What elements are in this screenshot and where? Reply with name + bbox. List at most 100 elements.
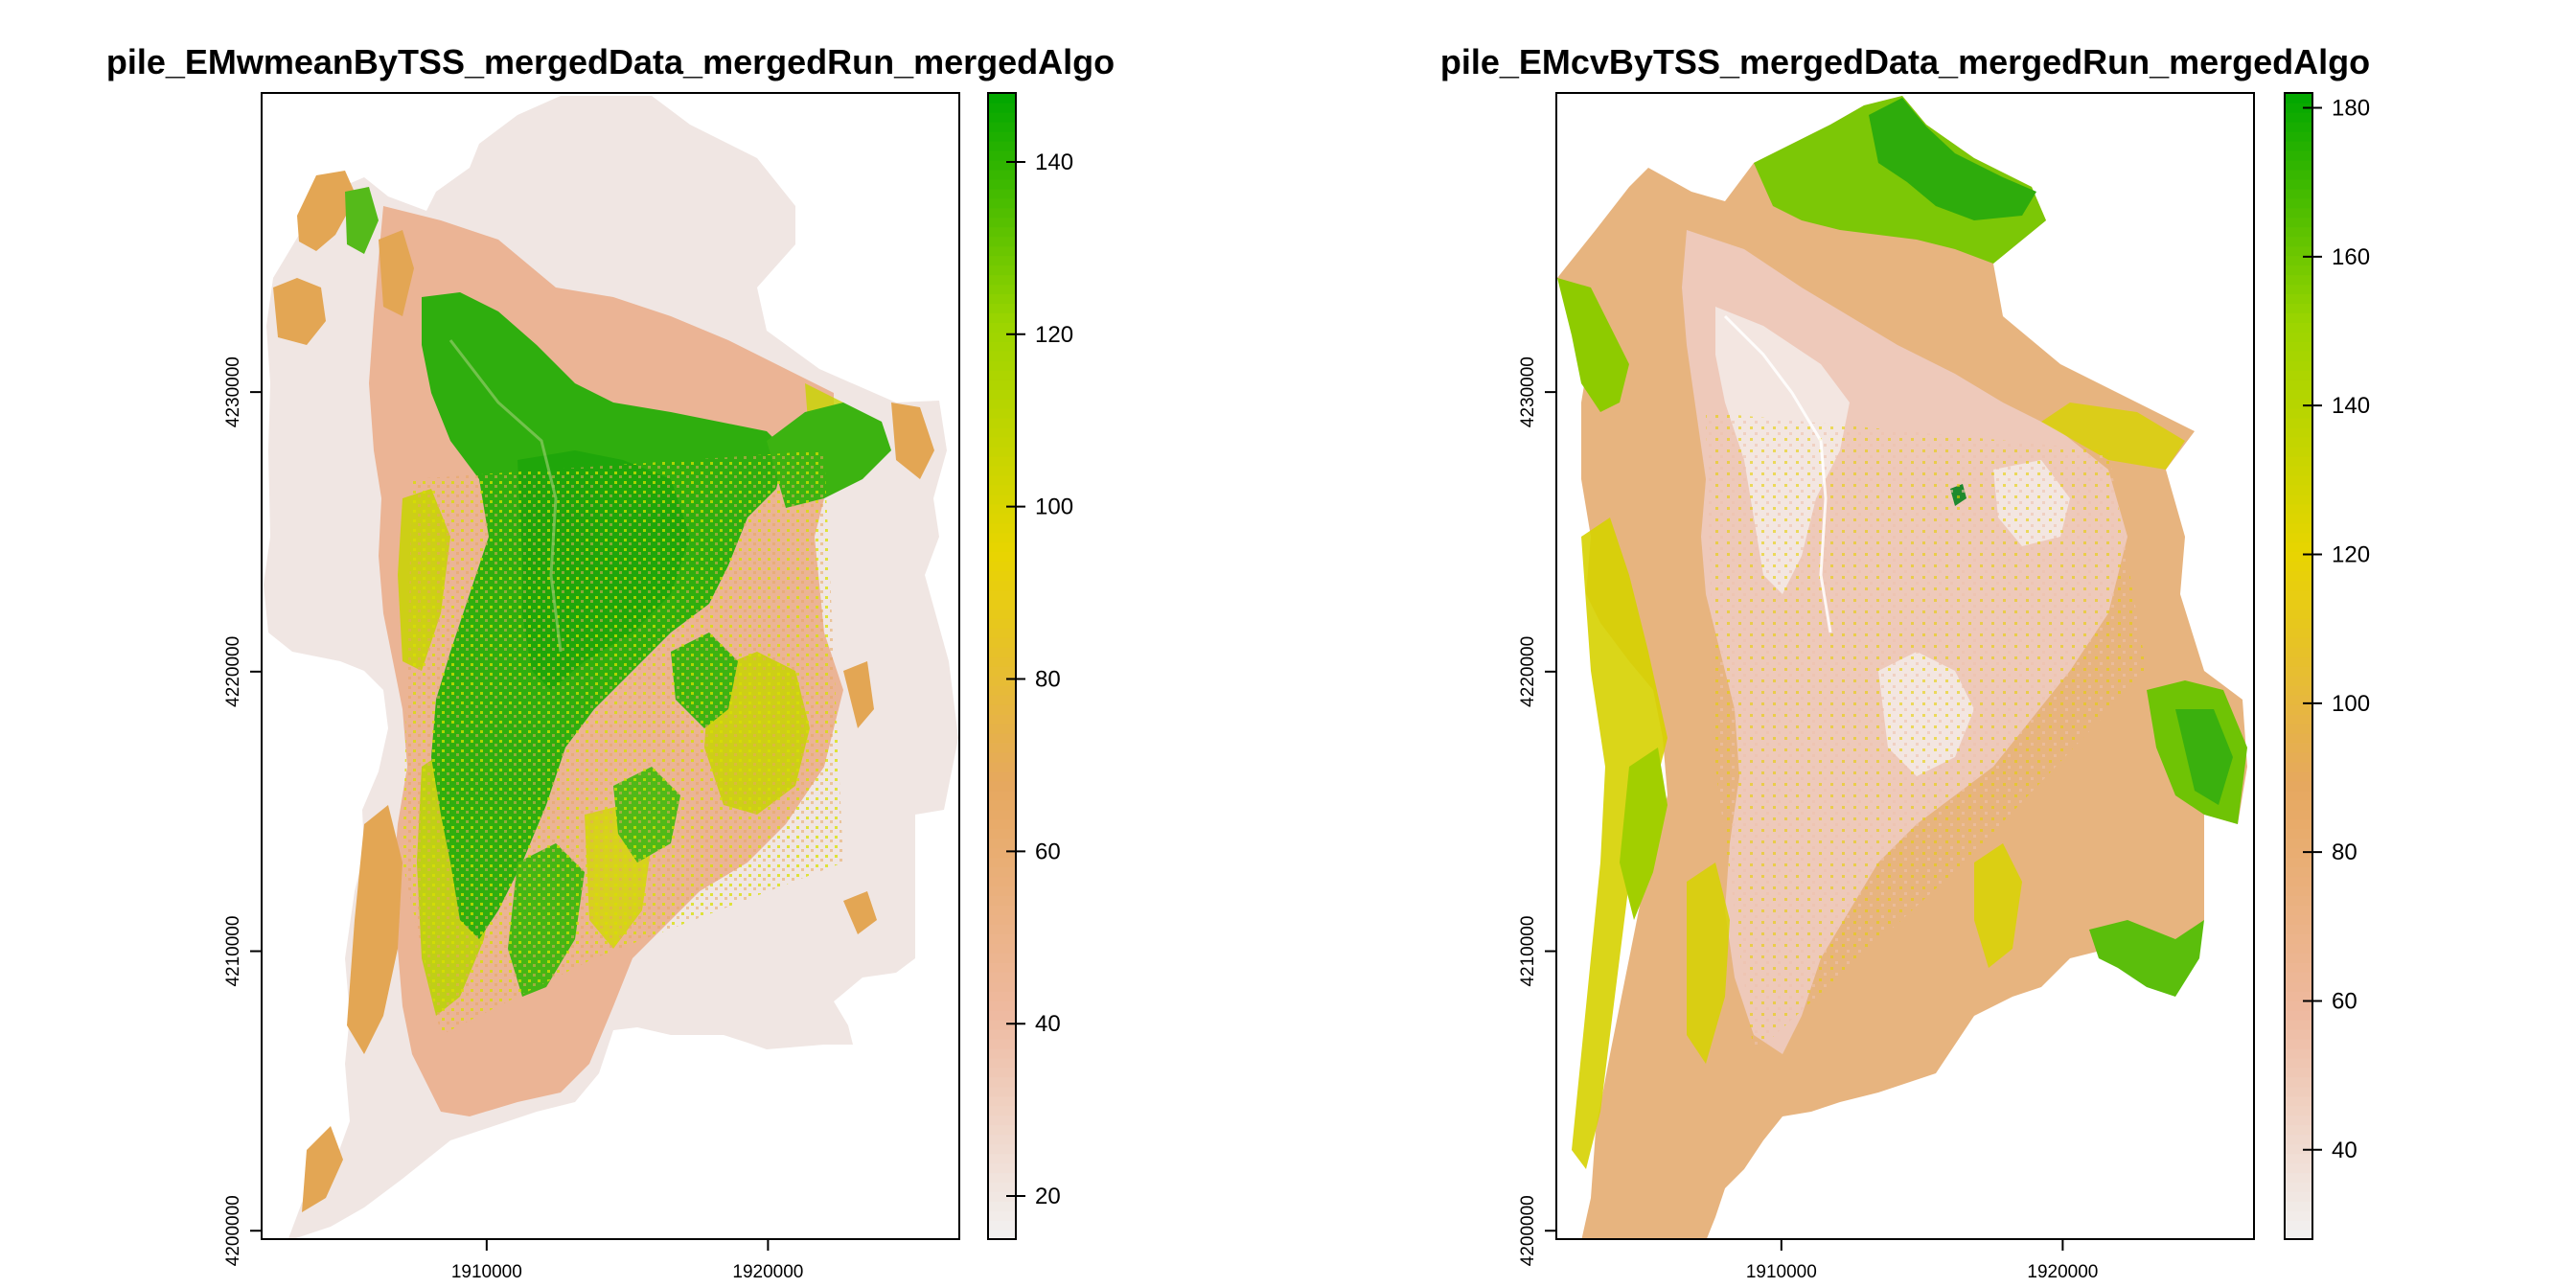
- x-tick-label: 1910000: [1746, 1262, 1817, 1282]
- colorbar-segment: [988, 847, 1016, 859]
- colorbar-segment: [2285, 1134, 2312, 1145]
- colorbar-segment: [2285, 953, 2312, 963]
- colorbar-segment: [2285, 1115, 2312, 1126]
- colorbar-segment: [988, 1172, 1016, 1183]
- colorbar-segment: [988, 933, 1016, 944]
- colorbar-segment: [988, 150, 1016, 161]
- texture-speckle: [1706, 412, 2147, 1054]
- colorbar-segment: [988, 1210, 1016, 1221]
- colorbar-segment: [988, 647, 1016, 657]
- colorbar-segment: [988, 217, 1016, 228]
- panel-wmean: pile_EMwmeanByTSS_mergedData_mergedRun_m…: [106, 42, 1115, 1282]
- x-tick-label: 1910000: [451, 1262, 522, 1282]
- raster-map: [264, 96, 958, 1239]
- colorbar-segment: [2285, 264, 2312, 276]
- colorbar-segment: [2285, 1028, 2312, 1040]
- colorbar-segment: [988, 130, 1016, 142]
- colorbar-segment: [2285, 1182, 2312, 1192]
- colorbar-segment: [988, 628, 1016, 638]
- colorbar-segment: [2285, 933, 2312, 944]
- colorbar-segment: [988, 1067, 1016, 1078]
- colorbar-segment: [988, 1009, 1016, 1021]
- colorbar-segment: [2285, 1086, 2312, 1097]
- colorbar-segment: [2285, 628, 2312, 638]
- colorbar-segment: [2285, 312, 2312, 323]
- colorbar-segment: [2285, 446, 2312, 457]
- colorbar-segment: [988, 703, 1016, 715]
- colorbar-segment: [988, 293, 1016, 305]
- axes: 1910000 1920000 4200000 4210000 4220000 42300…: [1518, 356, 2098, 1282]
- colorbar-segment: [2285, 971, 2312, 982]
- colorbar-segment: [988, 713, 1016, 724]
- colorbar-segment: [2285, 1047, 2312, 1059]
- colorbar-segment: [988, 866, 1016, 878]
- axes: 1910000 1920000 4200000 4210000 4220000 42300…: [223, 356, 803, 1282]
- colorbar-segment: [2285, 866, 2312, 878]
- colorbar-segment: [2285, 407, 2312, 419]
- colorbar-segment: [988, 513, 1016, 524]
- colorbar-tick-label: 120: [1035, 322, 1073, 348]
- colorbar-segment: [988, 876, 1016, 887]
- colorbar-segment: [2285, 332, 2312, 342]
- colorbar-segment: [988, 398, 1016, 409]
- patch-orange: [891, 402, 934, 479]
- raster-map: [1557, 96, 2247, 1239]
- colorbar-segment: [2285, 570, 2312, 582]
- patch-yellow: [1974, 843, 2022, 968]
- colorbar-segment: [988, 551, 1016, 563]
- colorbar-segment: [988, 799, 1016, 811]
- colorbar-segment: [2285, 656, 2312, 667]
- colorbar-segment: [988, 971, 1016, 982]
- colorbar-segment: [988, 93, 1016, 104]
- colorbar-segment: [988, 1038, 1016, 1049]
- colorbar-segment: [988, 388, 1016, 400]
- colorbar-segment: [2285, 637, 2312, 648]
- colorbar-tick-label: 120: [2332, 542, 2370, 568]
- colorbar-segment: [2285, 388, 2312, 400]
- patch-green: [1754, 96, 2046, 264]
- colorbar-segment: [2285, 1057, 2312, 1069]
- colorbar-tick-label: 60: [2332, 988, 2358, 1014]
- colorbar-segment: [2285, 341, 2312, 352]
- colorbar-segment: [2285, 370, 2312, 380]
- colorbar-segment: [988, 580, 1016, 591]
- colorbar-segment: [2285, 914, 2312, 925]
- patch-orange: [302, 1126, 343, 1212]
- colorbar-segment: [2285, 522, 2312, 534]
- patch-orange: [297, 171, 356, 251]
- colorbar-segment: [988, 303, 1016, 314]
- colorbar-segment: [2285, 226, 2312, 238]
- river-line: [1723, 314, 1832, 633]
- colorbar-segment: [988, 465, 1016, 476]
- colorbar-segment: [2285, 93, 2312, 104]
- colorbar-segment: [988, 761, 1016, 772]
- patch-yellow: [2041, 402, 2185, 470]
- colorbar-tick-label: 80: [2332, 840, 2358, 865]
- colorbar-segment: [988, 159, 1016, 171]
- colorbar-segment: [2285, 799, 2312, 811]
- colorbar-segment: [2285, 838, 2312, 849]
- colorbar-segment: [988, 169, 1016, 180]
- x-tick-label: 1920000: [732, 1262, 803, 1282]
- colorbar-segment: [2285, 1105, 2312, 1116]
- colorbar-segment: [2285, 694, 2312, 705]
- colorbar-segment: [988, 818, 1016, 830]
- colorbar-segment: [2285, 1019, 2312, 1030]
- colorbar-segment: [2285, 474, 2312, 486]
- chart-title: pile_EMwmeanByTSS_mergedData_mergedRun_m…: [106, 42, 1115, 81]
- colorbar-tick-label: 100: [1035, 494, 1073, 520]
- colorbar-segment: [988, 723, 1016, 734]
- colorbar-tick-label: 60: [1035, 839, 1061, 864]
- colorbar-segment: [2285, 455, 2312, 467]
- colorbar-segment: [2285, 1172, 2312, 1183]
- colorbar-segment: [988, 751, 1016, 763]
- colorbar-segment: [988, 742, 1016, 753]
- colorbar-segment: [988, 857, 1016, 868]
- colorbar-segment: [2285, 790, 2312, 801]
- colorbar-segment: [988, 990, 1016, 1001]
- colorbar-segment: [988, 599, 1016, 610]
- colorbar-segment: [2285, 121, 2312, 132]
- colorbar-tick-label: 100: [2332, 691, 2370, 717]
- patch-green: [1620, 748, 1668, 920]
- colorbar-segment: [2285, 503, 2312, 515]
